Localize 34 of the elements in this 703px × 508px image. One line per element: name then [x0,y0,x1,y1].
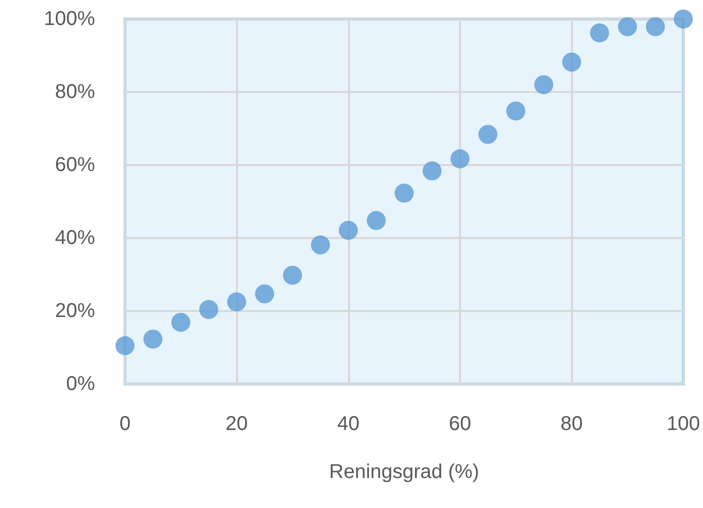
point [506,101,526,120]
point [394,184,414,203]
point [478,124,498,144]
x-tick-label: 0 [119,413,131,435]
point [116,336,134,356]
point [366,210,386,230]
point [227,292,246,312]
point [562,52,582,72]
x-tick-label: 80 [560,413,583,435]
x-axis-title: Reningsgrad (%) [329,461,480,483]
x-tick-label: 100 [666,413,700,435]
y-tick-label: 80% [54,81,96,103]
point [143,330,162,349]
point [646,17,665,36]
point [255,284,274,304]
point [422,161,442,180]
point [283,266,302,285]
x-tick-label: 20 [226,413,248,435]
x-tick-label: 60 [448,413,472,435]
point [171,312,190,332]
y-tick-label: 60% [54,154,96,176]
point [199,300,218,320]
point [450,149,470,168]
point [534,75,554,94]
y-tick-label: 20% [54,300,96,322]
point [590,23,610,42]
y-tick-label: 0% [66,373,96,395]
point [338,220,358,240]
y-tick-label: 40% [54,227,96,249]
x-tick-label: 40 [337,413,360,435]
point [618,17,637,36]
point [310,235,330,254]
point [674,10,693,28]
y-tick-label: 100% [44,8,96,30]
